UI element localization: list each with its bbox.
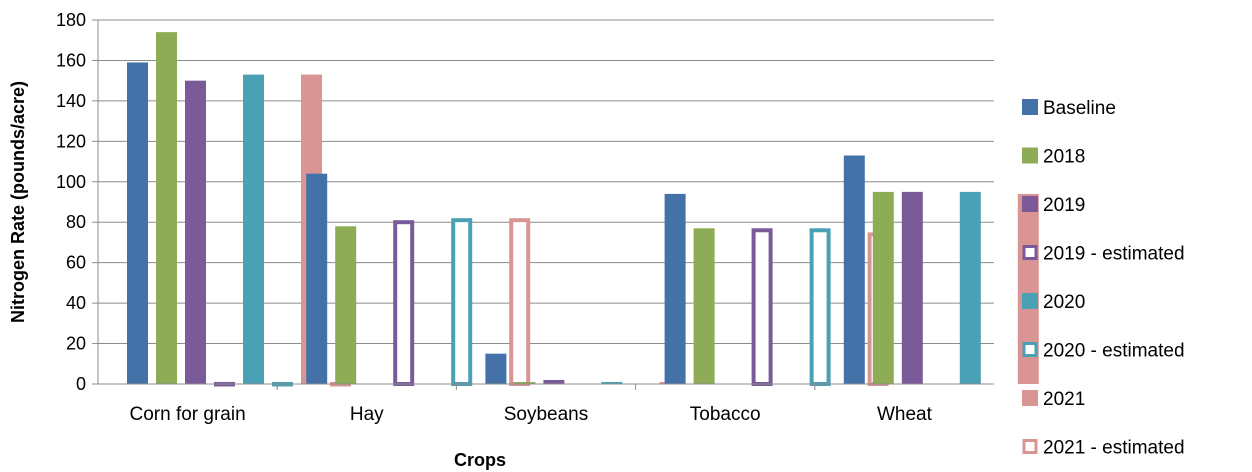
bar-2021---estimated — [509, 218, 531, 386]
x-tick-label: Hay — [350, 404, 384, 425]
y-tick-label: 180 — [56, 10, 86, 30]
bar-2020 — [601, 381, 623, 384]
bar-2020---estimated — [451, 218, 473, 386]
legend-swatch — [1022, 342, 1038, 357]
legend-swatch — [1022, 245, 1038, 260]
x-axis-title: Crops — [454, 450, 506, 470]
bar-2021 — [1017, 193, 1039, 384]
bar-2019 — [543, 379, 565, 384]
x-tick-label: Corn for grain — [130, 404, 246, 425]
x-tick-label: Wheat — [877, 404, 933, 425]
bar-2018 — [156, 32, 177, 385]
bar-2019 — [185, 80, 206, 385]
bar-baseline — [843, 155, 865, 384]
legend-swatch — [1022, 439, 1038, 454]
y-tick-label: 60 — [66, 253, 86, 273]
bar-baseline — [127, 62, 148, 384]
y-tick-label: 140 — [56, 91, 86, 111]
legend-label: 2018 — [1043, 147, 1085, 168]
x-tick-label: Tobacco — [690, 404, 761, 425]
bar-baseline — [485, 353, 507, 384]
y-tick-label: 100 — [56, 172, 86, 192]
y-tick-label: 120 — [56, 131, 86, 151]
legend-swatch — [1022, 196, 1038, 212]
y-tick-label: 80 — [66, 212, 86, 232]
y-tick-label: 40 — [66, 293, 86, 313]
bar-2019---estimated — [751, 228, 773, 386]
bar-2019---estimated — [393, 220, 415, 386]
bar-baseline — [306, 173, 328, 384]
y-axis-title: Nitrogen Rate (pounds/acre) — [8, 81, 28, 323]
legend-label: 2019 - estimated — [1043, 244, 1185, 265]
legend-label: 2021 — [1043, 389, 1085, 410]
y-tick-label: 20 — [66, 334, 86, 354]
bar-2018 — [335, 226, 357, 384]
bar-baseline — [664, 193, 686, 384]
legend-swatch — [1022, 390, 1038, 406]
axes: 0 20 40 60 80 100 120 140 160 180 Corn for grain Ha… — [56, 10, 994, 425]
legend-label: Baseline — [1043, 98, 1116, 119]
legend-label: 2019 — [1043, 195, 1085, 216]
legend-label: 2020 - estimated — [1043, 341, 1185, 362]
bar-2018 — [872, 191, 894, 384]
bar-2020 — [243, 74, 264, 384]
y-tick-label: 160 — [56, 50, 86, 70]
bars — [127, 32, 1039, 387]
legend-swatch — [1022, 99, 1038, 115]
bar-2020 — [959, 191, 981, 384]
legend-swatch — [1022, 147, 1038, 164]
legend-swatch — [1022, 293, 1038, 309]
bar-2019 — [901, 191, 923, 384]
legend-label: 2021 - estimated — [1043, 438, 1185, 459]
x-tick-label: Soybeans — [504, 404, 589, 425]
bar-2018 — [693, 228, 715, 384]
legend: Baseline 2018 2019 2019 - estimated 2020 2020… — [1022, 98, 1185, 459]
legend-label: 2020 — [1043, 292, 1085, 313]
bar-2018 — [514, 381, 536, 384]
bar-2020---estimated — [809, 228, 831, 386]
y-tick-label: 0 — [76, 374, 86, 394]
